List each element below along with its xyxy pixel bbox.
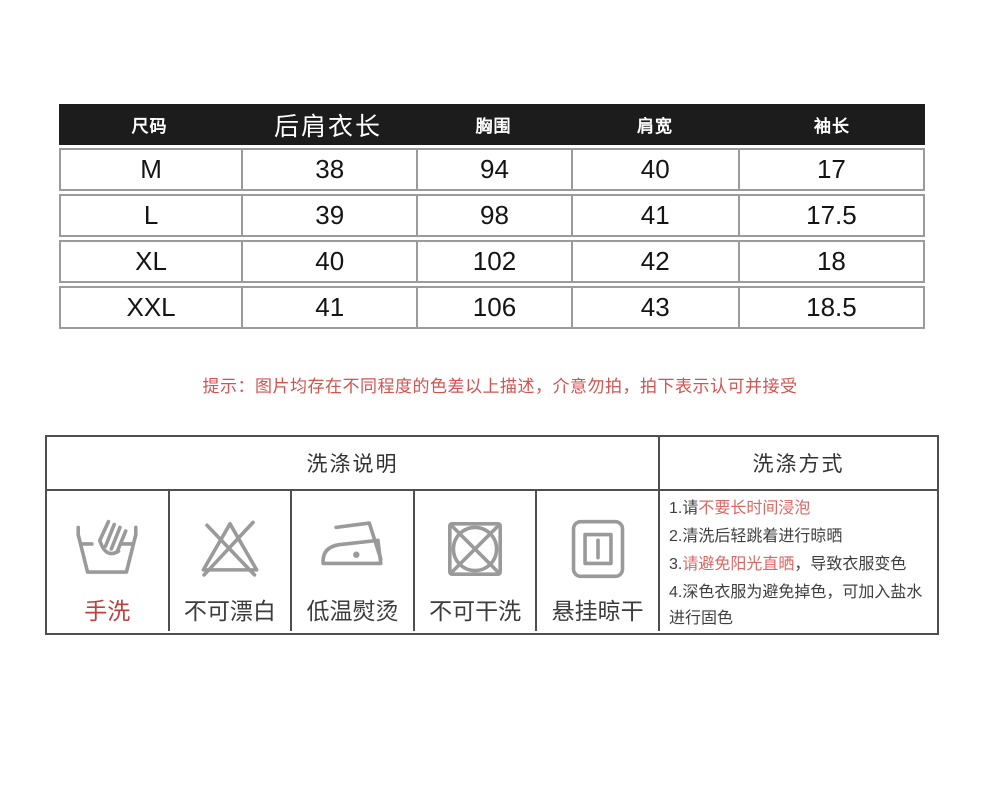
care-instruction-line: 1.请不要长时间浸泡: [669, 496, 931, 522]
size-value-cell: 17: [737, 150, 923, 189]
size-value-cell: 40: [241, 242, 416, 281]
size-value-cell: 40: [570, 150, 738, 189]
low-temp-iron-icon: [316, 513, 388, 592]
size-header-cell: 尺码: [131, 117, 168, 136]
care-method-header: 洗涤方式: [752, 453, 845, 476]
size-value-cell: 42: [570, 242, 738, 281]
care-instruction-line: 3.请避免阳光直晒，导致衣服变色: [669, 552, 931, 578]
size-label-cell: L: [143, 200, 159, 230]
care-icon-cell: 悬挂晾干: [537, 491, 658, 631]
hand-wash-icon: [71, 513, 143, 592]
size-value-cell: 18.5: [737, 288, 923, 327]
care-icon-label: 手洗: [84, 598, 131, 624]
care-icon-label: 不可干洗: [429, 598, 522, 624]
size-value-cell: 41: [570, 196, 738, 235]
size-value-cell: 94: [416, 150, 570, 189]
care-icon-cell: 不可漂白: [170, 491, 293, 631]
care-icon-cell: 手洗: [47, 491, 170, 631]
care-icon-label: 不可漂白: [183, 598, 276, 624]
care-instruction-red-text: 请避免阳光直晒: [682, 556, 795, 573]
care-instruction-text: 3.: [669, 556, 683, 573]
size-label-cell: XL: [135, 246, 167, 276]
care-table-body: 手洗 不可漂白 低温熨烫 不可干洗 悬挂晾干 1.请不要长时间浸泡 2.清洗后轻跳着进行晾…: [47, 491, 937, 631]
care-icon-label: 悬挂晾干: [551, 598, 644, 624]
size-value-cell: 41: [241, 288, 416, 327]
care-method-text: 1.请不要长时间浸泡 2.清洗后轻跳着进行晾晒 3.请避免阳光直晒，导致衣服变色 4.…: [660, 491, 937, 631]
size-value-cell: 106: [416, 288, 570, 327]
size-header-cell: 肩宽: [637, 117, 673, 136]
no-dry-clean-icon: [439, 513, 511, 592]
no-bleach-icon: [194, 513, 266, 592]
care-instruction-red-text: 不要长时间浸泡: [698, 500, 811, 517]
size-value-cell: 98: [416, 196, 570, 235]
size-table-header: 尺码 后肩衣长 胸围 肩宽 袖长: [59, 104, 925, 145]
care-instruction-line: 2.清洗后轻跳着进行晾晒: [669, 524, 931, 550]
care-instruction-text: 2.清洗后轻跳着进行晾晒: [669, 528, 843, 545]
size-table-row: M 38 94 40 17: [59, 148, 925, 191]
size-value-cell: 38: [241, 150, 416, 189]
size-table-body: M 38 94 40 17 L 39 98 41 17.5 XL 40 102 42 18 XXL 41 106 4…: [59, 148, 925, 329]
care-table: 洗涤说明 洗涤方式 手洗 不可漂白 低温熨烫 不可干洗 悬挂晾干 1.请不要长时间浸泡 2…: [45, 435, 939, 635]
size-header-cell: 后肩衣长: [273, 112, 382, 141]
care-table-header: 洗涤说明 洗涤方式: [47, 437, 937, 491]
size-table-row: L 39 98 41 17.5: [59, 194, 925, 237]
care-icon-cell: 不可干洗: [415, 491, 538, 631]
size-label-cell: M: [140, 154, 162, 184]
care-instruction-text: 1.请: [669, 500, 699, 517]
size-label-cell: XXL: [126, 292, 176, 322]
care-icon-cell: 低温熨烫: [292, 491, 415, 631]
size-value-cell: 18: [737, 242, 923, 281]
size-header-cell: 胸围: [475, 117, 512, 136]
care-instruction-text: ，导致衣服变色: [794, 556, 907, 573]
size-value-cell: 102: [416, 242, 570, 281]
size-table: 尺码 后肩衣长 胸围 肩宽 袖长 M 38 94 40 17 L 39 98 41 17.5 XL 40 102…: [59, 104, 925, 329]
size-header-cell: 袖长: [814, 117, 850, 136]
care-instruction-line: 4.深色衣服为避免掉色，可加入盐水进行固色: [669, 580, 931, 632]
size-value-cell: 43: [570, 288, 738, 327]
care-instructions-header: 洗涤说明: [47, 437, 660, 489]
color-difference-notice: 提示：图片均存在不同程度的色差以上描述，介意勿拍，拍下表示认可并接受: [202, 377, 798, 396]
size-table-row: XXL 41 106 43 18.5: [59, 286, 925, 329]
care-instruction-text: 4.深色衣服为避免掉色，可加入盐水进行固色: [669, 584, 923, 627]
size-value-cell: 39: [241, 196, 416, 235]
care-icons-row: 手洗 不可漂白 低温熨烫 不可干洗 悬挂晾干: [47, 491, 660, 631]
care-icon-label: 低温熨烫: [306, 598, 399, 624]
size-value-cell: 17.5: [737, 196, 923, 235]
size-table-row: XL 40 102 42 18: [59, 240, 925, 283]
hang-dry-icon: [562, 513, 634, 592]
